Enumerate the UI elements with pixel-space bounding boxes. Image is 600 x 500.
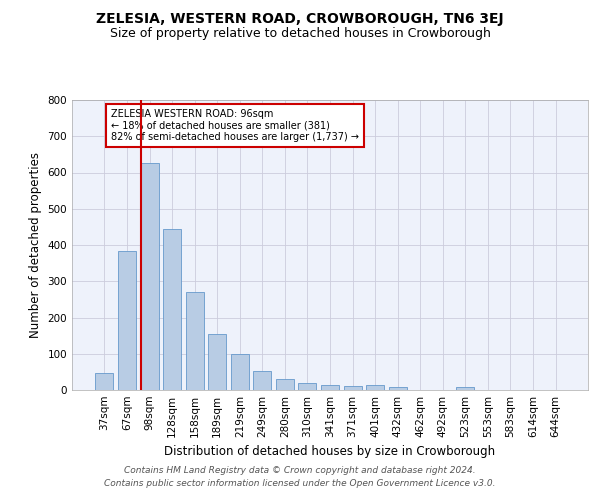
- Bar: [321, 386, 339, 390]
- Text: ZELESIA WESTERN ROAD: 96sqm
← 18% of detached houses are smaller (381)
82% of se: ZELESIA WESTERN ROAD: 96sqm ← 18% of det…: [111, 109, 359, 142]
- Bar: [118, 251, 136, 390]
- X-axis label: Distribution of detached houses by size in Crowborough: Distribution of detached houses by size …: [164, 446, 496, 458]
- Bar: [231, 354, 249, 390]
- Bar: [344, 386, 362, 390]
- Bar: [185, 292, 204, 390]
- Bar: [276, 380, 294, 390]
- Bar: [366, 386, 384, 390]
- Y-axis label: Number of detached properties: Number of detached properties: [29, 152, 42, 338]
- Text: ZELESIA, WESTERN ROAD, CROWBOROUGH, TN6 3EJ: ZELESIA, WESTERN ROAD, CROWBOROUGH, TN6 …: [96, 12, 504, 26]
- Text: Contains HM Land Registry data © Crown copyright and database right 2024.
Contai: Contains HM Land Registry data © Crown c…: [104, 466, 496, 487]
- Bar: [163, 229, 181, 390]
- Bar: [456, 388, 475, 390]
- Bar: [208, 334, 226, 390]
- Bar: [253, 371, 271, 390]
- Bar: [389, 387, 407, 390]
- Bar: [140, 164, 158, 390]
- Bar: [298, 384, 316, 390]
- Bar: [95, 373, 113, 390]
- Text: Size of property relative to detached houses in Crowborough: Size of property relative to detached ho…: [110, 28, 490, 40]
